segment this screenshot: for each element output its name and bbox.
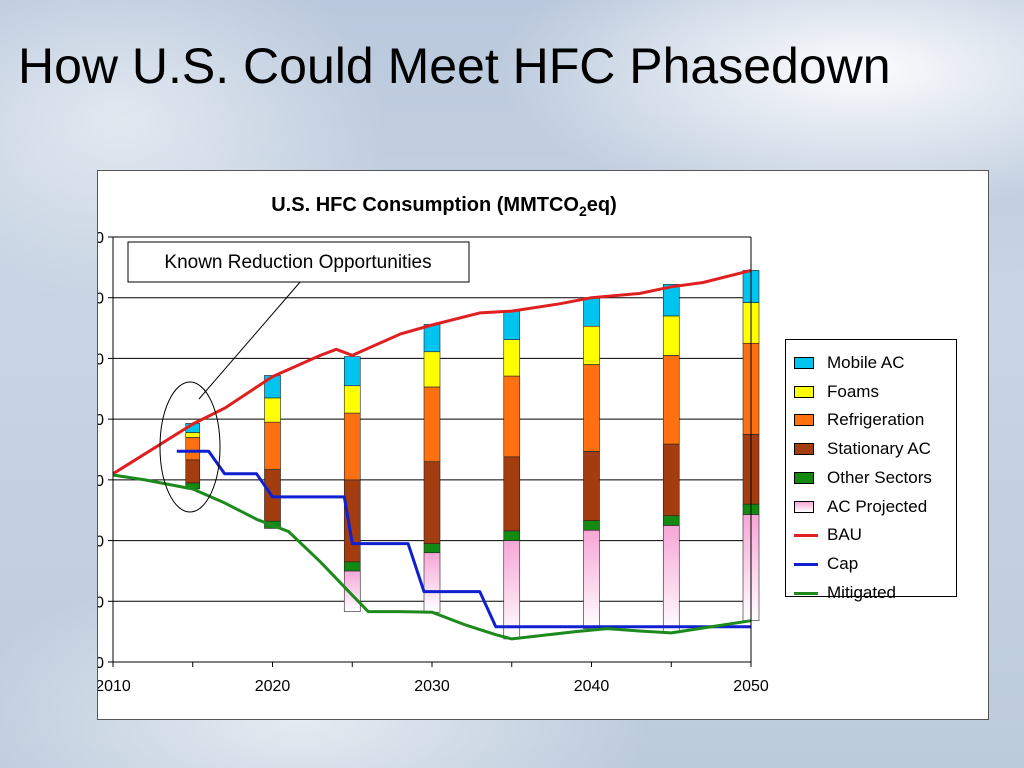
bar-segment-ac-projected — [583, 529, 600, 629]
legend-item-bau: BAU — [794, 524, 954, 546]
annotation-box — [127, 241, 470, 283]
bar-segment-ac-projected — [503, 540, 521, 640]
bar-segment-mobile-ac — [503, 310, 521, 340]
chart-title-tail: eq) — [587, 194, 617, 216]
legend-item-stationary-ac: Stationary AC — [794, 438, 954, 460]
legend-item-other-sectors: Other Sectors — [794, 467, 954, 489]
legend-label: Foams — [827, 381, 879, 401]
legend-label: Mitigated — [827, 582, 896, 602]
legend-swatch — [794, 443, 814, 456]
y-tick-label: 600 — [98, 291, 104, 308]
legend-label: Stationary AC — [827, 439, 931, 459]
bar-segment-stationary-ac — [583, 451, 600, 521]
y-tick-label: 200 — [98, 534, 104, 551]
chart-title: U.S. HFC Consumption (MMTCO2eq) — [271, 194, 617, 219]
legend-label: Other Sectors — [827, 467, 932, 487]
bar-segment-mobile-ac — [423, 324, 441, 353]
bar-segment-foams — [185, 432, 201, 438]
chart-title-subscript: 2 — [579, 203, 587, 219]
legend-label: BAU — [827, 525, 862, 545]
bar-segment-stationary-ac — [662, 443, 680, 516]
bar-segment-stationary-ac — [343, 479, 361, 563]
legend-label: Cap — [827, 553, 859, 573]
x-tick-label: 2040 — [574, 678, 610, 695]
legend-label: Mobile AC — [827, 353, 905, 372]
legend-swatch — [794, 414, 814, 427]
bar-segment-other-sectors — [583, 520, 600, 531]
bar-segment-refrigeration — [423, 386, 441, 462]
series-line-cap — [176, 449, 751, 629]
legend-item-ac-projected: AC Projected — [794, 496, 954, 518]
y-tick-label: 700 — [98, 230, 104, 247]
x-tick-label: 2050 — [733, 678, 769, 695]
bar-layer — [185, 270, 760, 640]
legend-item-cap: Cap — [794, 553, 954, 575]
bar-segment-foams — [662, 315, 680, 356]
bar-segment-foams — [264, 397, 281, 423]
bar-segment-mobile-ac — [343, 356, 361, 387]
bar-segment-other-sectors — [662, 515, 680, 526]
bar-segment-mobile-ac — [662, 284, 680, 317]
legend-swatch — [794, 385, 814, 398]
bar-segment-ac-projected — [662, 525, 680, 634]
axis-layer: 0 100 200 300 400 500 600 700 2010 2020 2030 2040 20… — [98, 230, 769, 695]
bar-segment-ac-projected — [423, 552, 441, 613]
chart-title-main: U.S. HFC Consumption (MMTCO — [271, 194, 579, 216]
x-tick-label: 2020 — [255, 678, 291, 695]
legend-label: AC Projected — [827, 496, 928, 516]
chart-frame: 0 100 200 300 400 500 600 700 2010 2020 2030 2040 20… — [97, 170, 989, 720]
bar-segment-refrigeration — [185, 437, 201, 461]
annotation-leader — [198, 280, 302, 400]
bar-segment-foams — [503, 339, 521, 377]
bar-segment-mobile-ac — [583, 297, 600, 327]
legend-swatch — [794, 500, 814, 513]
bar-segment-refrigeration — [264, 421, 281, 470]
bar-segment-other-sectors — [423, 543, 441, 554]
hfc-consumption-chart: 0 100 200 300 400 500 600 700 2010 2020 2030 2040 20… — [98, 194, 769, 695]
bar-segment-stationary-ac — [503, 456, 521, 532]
bar-segment-refrigeration — [343, 412, 361, 481]
chart-legend: Mobile AC Foams Refrigeration Stationary AC… — [785, 339, 957, 602]
legend-swatch — [794, 471, 814, 484]
y-tick-label: 100 — [98, 594, 104, 611]
legend-swatch — [794, 534, 818, 538]
bar-segment-stationary-ac — [185, 459, 201, 484]
bar-segment-refrigeration — [662, 355, 680, 445]
y-tick-label: 500 — [98, 351, 104, 368]
bar-segment-foams — [423, 351, 441, 388]
bar-segment-foams — [583, 325, 600, 365]
bar-segment-stationary-ac — [423, 461, 441, 544]
bar-segment-refrigeration — [503, 375, 521, 458]
y-tick-label: 300 — [98, 473, 104, 490]
legend-item-foams: Foams — [794, 381, 954, 403]
x-tick-label: 2030 — [414, 678, 450, 695]
legend-swatch — [794, 357, 814, 369]
bar-segment-refrigeration — [583, 364, 600, 452]
line-layer — [112, 268, 752, 641]
annotation-text: Known Reduction Opportunities — [164, 252, 431, 273]
bar-segment-other-sectors — [503, 530, 521, 541]
series-line-bau — [112, 268, 752, 476]
legend-item-refrigeration: Refrigeration — [794, 409, 954, 431]
legend-swatch — [794, 591, 818, 595]
y-tick-label: 400 — [98, 412, 104, 429]
slide-title: How U.S. Could Meet HFC Phasedown — [18, 38, 891, 94]
legend-item-mobile-ac: Mobile AC — [794, 352, 954, 374]
series-line-mitigated — [112, 473, 752, 641]
annotation-ellipse — [159, 381, 221, 513]
x-tick-label: 2010 — [98, 678, 131, 695]
legend-swatch — [794, 562, 818, 566]
legend-item-mitigated: Mitigated — [794, 582, 954, 604]
bar-segment-other-sectors — [343, 561, 361, 572]
annotation-callout: Known Reduction Opportunities — [127, 241, 470, 513]
y-tick-label: 0 — [98, 655, 104, 672]
bar-segment-foams — [343, 385, 361, 414]
legend-label: Refrigeration — [827, 410, 925, 430]
